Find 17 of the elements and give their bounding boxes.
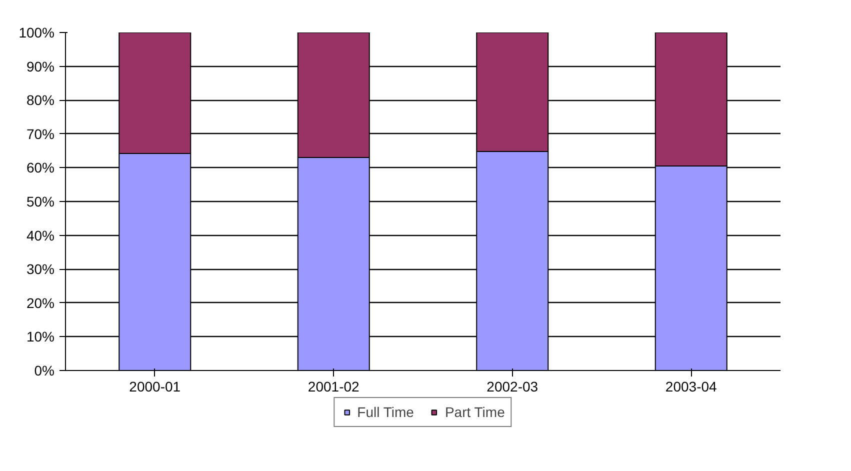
x-tick-label: 2000-01 xyxy=(129,378,181,394)
y-tick-label: 60% xyxy=(26,160,55,176)
legend-label: Full Time xyxy=(357,404,414,420)
y-tick-label: 10% xyxy=(26,328,55,345)
y-tick-label: 100% xyxy=(18,24,55,40)
y-tick-label: 40% xyxy=(26,227,55,244)
x-tick-label: 2001-02 xyxy=(308,378,360,394)
y-tick-label: 20% xyxy=(26,294,55,311)
x-tick-label: 2002-03 xyxy=(486,378,538,394)
y-tick-label: 30% xyxy=(26,261,55,278)
legend-label: Part Time xyxy=(444,404,505,420)
y-tick-label: 90% xyxy=(26,58,55,74)
x-tick-label: 2003-04 xyxy=(665,378,718,394)
y-tick-label: 50% xyxy=(26,194,55,210)
y-tick-label: 0% xyxy=(34,362,54,378)
y-tick-label: 80% xyxy=(26,92,55,108)
y-tick-label: 70% xyxy=(26,126,55,142)
